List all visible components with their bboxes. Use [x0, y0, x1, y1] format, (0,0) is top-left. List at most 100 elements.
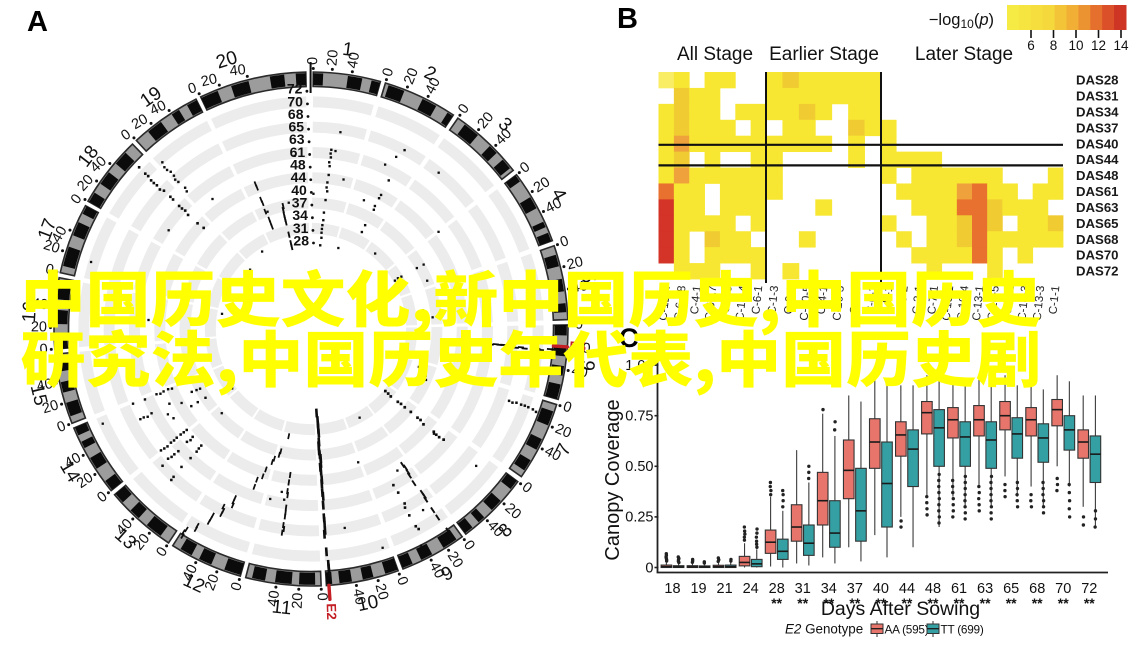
svg-text:40: 40 [148, 98, 169, 119]
svg-text:20: 20 [565, 254, 585, 273]
svg-text:48: 48 [290, 157, 306, 173]
svg-text:**: ** [1058, 595, 1069, 611]
svg-text:31: 31 [795, 581, 811, 597]
svg-text:C-6-1: C-6-1 [750, 285, 765, 315]
svg-text:0.50: 0.50 [625, 459, 653, 475]
svg-text:DAS48: DAS48 [1076, 168, 1119, 183]
svg-text:20: 20 [553, 421, 574, 442]
svg-text:28: 28 [769, 581, 785, 597]
svg-text:40: 40 [422, 75, 444, 97]
svg-text:20: 20 [129, 111, 151, 133]
svg-text:68: 68 [288, 106, 304, 122]
svg-text:8: 8 [1050, 38, 1058, 53]
svg-text:**: ** [875, 595, 886, 611]
svg-text:10: 10 [355, 591, 380, 616]
svg-text:11: 11 [271, 597, 293, 620]
svg-text:0: 0 [645, 560, 653, 576]
svg-text:Later Stage: Later Stage [915, 44, 1013, 65]
svg-text:31: 31 [293, 220, 309, 236]
svg-text:44: 44 [899, 581, 915, 597]
svg-text:20: 20 [401, 66, 422, 87]
svg-text:20: 20 [131, 531, 154, 554]
svg-text:70: 70 [1055, 581, 1071, 597]
svg-text:40: 40 [349, 588, 368, 607]
svg-text:40: 40 [229, 62, 247, 80]
svg-text:63: 63 [977, 581, 993, 597]
svg-text:20: 20 [444, 549, 466, 571]
svg-text:**: ** [771, 595, 782, 611]
svg-text:40: 40 [291, 182, 307, 198]
svg-text:A: A [27, 6, 48, 38]
svg-text:40: 40 [49, 224, 71, 246]
svg-text:DAS63: DAS63 [1076, 200, 1119, 215]
svg-text:0: 0 [314, 592, 330, 601]
svg-text:B: B [617, 3, 638, 35]
svg-text:E2 Genotype: E2 Genotype [785, 622, 863, 637]
svg-text:12: 12 [1091, 38, 1106, 53]
svg-text:0: 0 [305, 57, 321, 65]
svg-text:1: 1 [341, 39, 354, 61]
svg-text:DAS31: DAS31 [1076, 88, 1119, 103]
svg-text:48: 48 [925, 581, 941, 597]
svg-text:37: 37 [292, 194, 308, 210]
svg-text:21: 21 [717, 581, 733, 597]
svg-text:C-13-3: C-13-3 [1032, 285, 1048, 321]
svg-text:40: 40 [873, 581, 889, 597]
svg-text:Days After Sowing: Days After Sowing [821, 598, 980, 620]
svg-text:20: 20 [531, 174, 553, 196]
svg-text:65: 65 [288, 119, 304, 135]
svg-text:DAS37: DAS37 [1076, 120, 1119, 135]
svg-text:72: 72 [287, 81, 303, 97]
svg-text:24: 24 [743, 581, 759, 597]
svg-text:All Stage: All Stage [677, 44, 753, 65]
svg-text:15: 15 [26, 382, 51, 407]
svg-text:6: 6 [1027, 38, 1035, 53]
svg-text:**: ** [1084, 595, 1095, 611]
svg-text:20: 20 [74, 470, 96, 492]
svg-text:34: 34 [821, 581, 837, 597]
svg-text:14: 14 [1113, 38, 1129, 53]
svg-text:20: 20 [290, 592, 307, 609]
svg-text:20: 20 [199, 71, 218, 90]
svg-text:0.25: 0.25 [625, 510, 653, 526]
svg-text:44: 44 [291, 169, 307, 185]
svg-text:40: 40 [180, 562, 201, 584]
svg-text:**: ** [797, 595, 808, 611]
svg-text:**: ** [928, 595, 939, 611]
svg-text:20: 20 [41, 237, 61, 257]
svg-text:**: ** [954, 595, 965, 611]
svg-text:20: 20 [324, 49, 341, 66]
svg-text:65: 65 [1003, 581, 1019, 597]
svg-text:0.75: 0.75 [625, 409, 653, 425]
svg-text:20: 20 [31, 319, 47, 335]
svg-text:C-1-3: C-1-3 [766, 285, 781, 315]
svg-text:34: 34 [292, 207, 308, 223]
svg-text:37: 37 [847, 581, 863, 597]
svg-text:DAS28: DAS28 [1076, 73, 1119, 88]
svg-text:**: ** [849, 595, 860, 611]
svg-text:DAS65: DAS65 [1076, 216, 1119, 231]
svg-text:DAS40: DAS40 [1076, 136, 1119, 151]
svg-text:40: 40 [62, 450, 84, 472]
svg-text:40: 40 [543, 195, 565, 217]
svg-text:61: 61 [951, 581, 967, 597]
svg-text:68: 68 [1029, 581, 1045, 597]
svg-text:DAS44: DAS44 [1076, 152, 1119, 167]
svg-text:−log10(p): −log10(p) [929, 11, 994, 31]
svg-text:19: 19 [690, 581, 706, 597]
svg-text:20: 20 [372, 582, 392, 602]
svg-text:0: 0 [575, 317, 583, 333]
svg-text:DAS34: DAS34 [1076, 104, 1119, 119]
svg-text:DAS68: DAS68 [1076, 232, 1119, 247]
svg-text:0: 0 [39, 341, 48, 358]
svg-text:DAS70: DAS70 [1076, 248, 1119, 263]
svg-text:10: 10 [1068, 38, 1083, 53]
svg-text:DAS61: DAS61 [1076, 184, 1119, 199]
svg-text:C-1-1: C-1-1 [1047, 285, 1062, 315]
svg-text:C-13-1: C-13-1 [971, 285, 987, 321]
svg-text:72: 72 [1081, 581, 1097, 597]
svg-text:28: 28 [293, 232, 309, 248]
svg-text:Earlier Stage: Earlier Stage [769, 44, 879, 65]
svg-text:20: 20 [40, 397, 60, 417]
svg-text:AA (595): AA (595) [885, 623, 929, 637]
